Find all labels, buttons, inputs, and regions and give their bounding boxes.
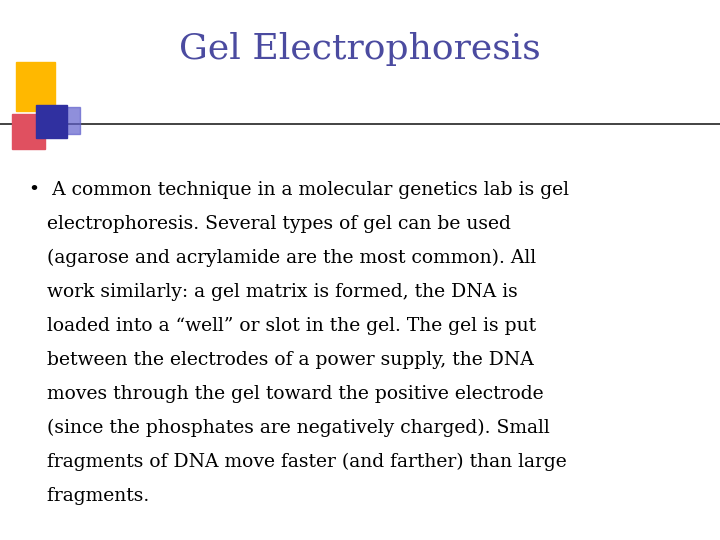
Text: •  A common technique in a molecular genetics lab is gel: • A common technique in a molecular gene…	[29, 181, 569, 199]
Bar	[63, 107, 80, 134]
Bar	[36, 105, 67, 138]
Text: Gel Electrophoresis: Gel Electrophoresis	[179, 32, 541, 65]
Text: loaded into a “well” or slot in the gel. The gel is put: loaded into a “well” or slot in the gel.…	[29, 317, 536, 335]
Text: moves through the gel toward the positive electrode: moves through the gel toward the positiv…	[29, 385, 544, 403]
Text: (agarose and acrylamide are the most common). All: (agarose and acrylamide are the most com…	[29, 249, 536, 267]
Text: work similarly: a gel matrix is formed, the DNA is: work similarly: a gel matrix is formed, …	[29, 283, 518, 301]
Text: between the electrodes of a power supply, the DNA: between the electrodes of a power supply…	[29, 351, 534, 369]
Bar	[16, 62, 55, 111]
Text: fragments.: fragments.	[29, 487, 149, 505]
Text: (since the phosphates are negatively charged). Small: (since the phosphates are negatively cha…	[29, 419, 549, 437]
Bar	[12, 113, 45, 148]
Text: electrophoresis. Several types of gel can be used: electrophoresis. Several types of gel ca…	[29, 215, 510, 233]
Text: fragments of DNA move faster (and farther) than large: fragments of DNA move faster (and farthe…	[29, 453, 567, 471]
